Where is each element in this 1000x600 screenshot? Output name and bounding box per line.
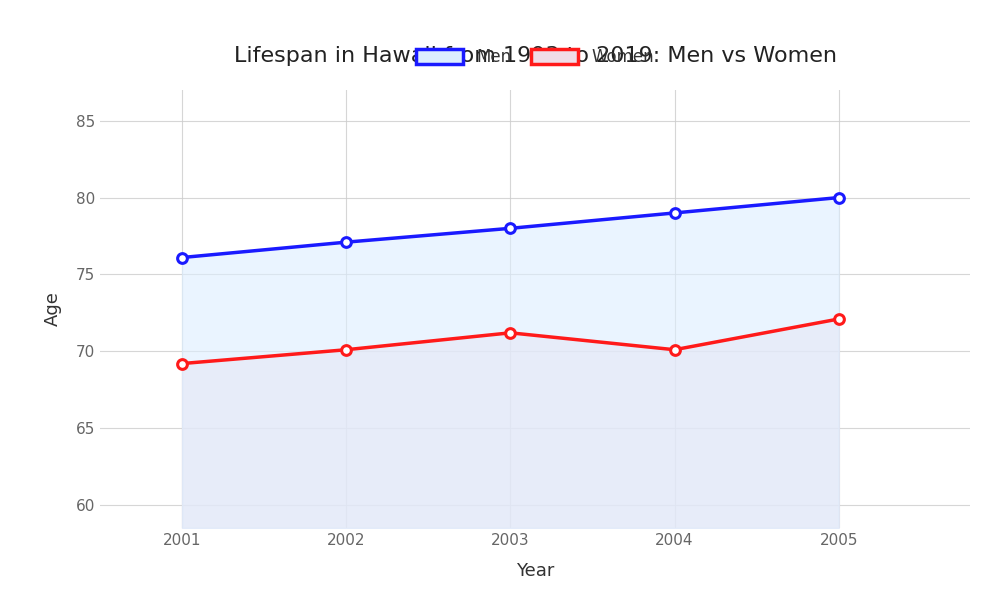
- Women: [669, 346, 681, 353]
- X-axis label: Year: Year: [516, 562, 554, 580]
- Men: [669, 209, 681, 217]
- Title: Lifespan in Hawaii from 1993 to 2019: Men vs Women: Lifespan in Hawaii from 1993 to 2019: Me…: [234, 46, 836, 66]
- Men: [176, 254, 188, 261]
- Women: [176, 360, 188, 367]
- Women: [504, 329, 516, 337]
- Women: [340, 346, 352, 353]
- Men: [504, 225, 516, 232]
- Legend: Men, Women: Men, Women: [409, 41, 661, 73]
- Line: Men: Men: [177, 193, 844, 262]
- Y-axis label: Age: Age: [44, 292, 62, 326]
- Men: [340, 239, 352, 246]
- Men: [833, 194, 845, 201]
- Women: [833, 316, 845, 323]
- Line: Women: Women: [177, 314, 844, 368]
